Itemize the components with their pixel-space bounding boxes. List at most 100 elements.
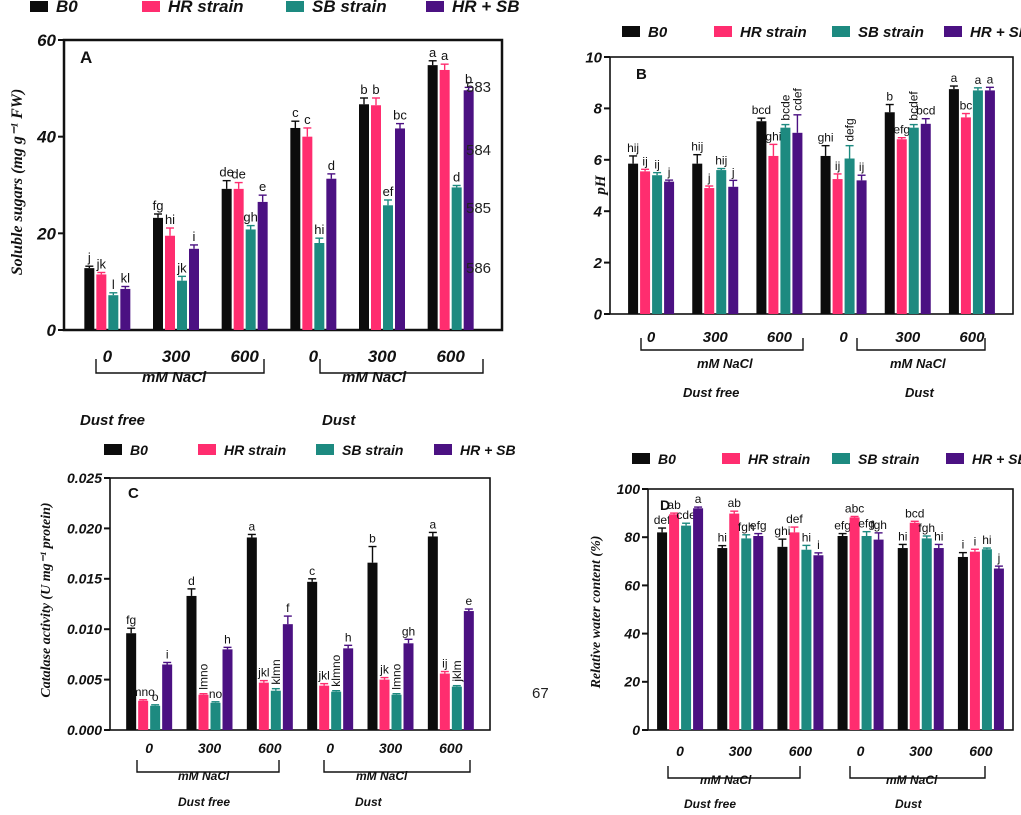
bar-hrsb [984, 90, 995, 314]
group-label-nacl: mM NaCl [700, 773, 752, 787]
significance-letter: def [786, 512, 803, 526]
bar-b0 [427, 536, 438, 730]
y-tick-label: 0.025 [67, 470, 102, 486]
x-tick-label: 300 [379, 740, 403, 756]
significance-letter: c [292, 105, 299, 120]
y-tick-label: 0.010 [67, 621, 102, 637]
significance-letter: a [987, 72, 994, 86]
bar-sb [177, 280, 187, 330]
x-tick-label: 600 [439, 740, 463, 756]
panel-letter: A [80, 48, 92, 67]
significance-letter: hi [898, 529, 907, 543]
significance-letter: d [188, 574, 195, 588]
page-number: 67 [532, 685, 549, 702]
bar-b0 [820, 155, 831, 314]
group-bracket [323, 760, 471, 773]
bar-b0 [777, 546, 788, 730]
group-bracket [856, 338, 986, 351]
bar-hrsb [920, 123, 931, 314]
x-tick-label: 600 [230, 347, 259, 366]
bar-hrsb [813, 555, 824, 730]
legend-swatch-hrsb [434, 444, 452, 455]
y-tick-label: 40 [623, 626, 640, 642]
group-bracket [319, 359, 484, 374]
chart-panel-b: B0 HR strain SB strain HR + SB 0 2 4 6 8 10 pH Bhij… [585, 24, 1021, 400]
condition-label: Dust [905, 385, 935, 400]
condition-label: Dust free [684, 797, 736, 811]
y-tick-label: 100 [617, 481, 641, 497]
significance-letter: i [166, 647, 169, 661]
y-axis-label: Relative water content (%) [589, 536, 604, 690]
group-bracket [849, 766, 986, 779]
significance-letter: fgh [918, 521, 935, 535]
group-bracket [640, 338, 804, 351]
group-bracket [95, 359, 265, 374]
bar-sb [210, 702, 221, 730]
legend-label: SB strain [312, 0, 387, 16]
significance-letter: jk [176, 260, 187, 275]
significance-letter: defg [843, 118, 857, 141]
legend-swatch-hr [722, 453, 740, 464]
significance-letter: e [465, 594, 472, 608]
significance-letter: hi [982, 533, 991, 547]
significance-letter: bcd [752, 103, 771, 117]
bar-hrsb [693, 508, 704, 730]
bar-hr [138, 700, 149, 730]
bar-hr [319, 685, 330, 730]
significance-letter: lmno [197, 663, 211, 689]
x-tick-label: 0 [857, 743, 865, 759]
significance-letter: hij [691, 140, 703, 154]
significance-letter: i [962, 538, 965, 552]
significance-letter: ghi [818, 131, 834, 145]
significance-letter: b [886, 90, 893, 104]
significance-letter: efg [750, 519, 767, 533]
bar-hrsb [728, 186, 739, 314]
legend-label: B0 [56, 0, 78, 16]
bar-b0 [290, 127, 301, 330]
bar-hr [768, 155, 779, 314]
significance-letter: jkl [317, 669, 329, 683]
chart-panel-c: B0 HR strain SB strain HR + SB 0.000 0.005 0.0… [39, 442, 516, 809]
bar-hr [379, 679, 390, 730]
x-tick-label: 0 [326, 740, 334, 756]
bar-hr [669, 514, 680, 730]
significance-letter: hi [802, 530, 811, 544]
group-label-nacl: mM NaCl [356, 769, 408, 783]
significance-letter: ghi [765, 129, 781, 143]
y-tick-label: 6 [594, 152, 603, 169]
bar-b0 [897, 548, 908, 730]
significance-letter: hij [715, 154, 727, 168]
significance-letter: ij [654, 158, 659, 172]
group-label-nacl: mM NaCl [142, 369, 207, 386]
bar-sb [451, 686, 462, 730]
legend-swatch-hrsb [426, 1, 444, 12]
legend-label: SB strain [858, 451, 919, 467]
y-axis-label: Soluble sugars (mg g⁻¹ FW) [9, 89, 26, 276]
x-tick-label: 0 [145, 740, 153, 756]
significance-letter: fgh [870, 518, 887, 532]
condition-label: Dust free [80, 412, 145, 429]
plot-frame [647, 488, 1014, 731]
significance-letter: ab [667, 498, 681, 512]
x-tick-label: 600 [258, 740, 282, 756]
bar-hrsb [162, 664, 173, 730]
significance-letter: jklm [450, 660, 464, 682]
bar-hr [896, 139, 907, 314]
bar-b0 [246, 537, 257, 730]
significance-letter: j [87, 250, 91, 265]
significance-letter: b [360, 82, 367, 97]
significance-letter: i [193, 229, 196, 244]
significance-letter: e [259, 179, 266, 194]
significance-letter: c [304, 112, 311, 127]
bar-hrsb [856, 180, 867, 314]
significance-letter: bc [960, 99, 973, 113]
bar-b0 [221, 188, 232, 330]
bar-sb [108, 295, 119, 330]
significance-letter: fg [153, 198, 164, 213]
group-label-nacl: mM NaCl [890, 356, 946, 371]
legend-label: HR strain [740, 24, 807, 41]
y-axis-label: Catalase activity (U mg⁻¹ protein) [39, 502, 54, 697]
group-label-nacl: mM NaCl [697, 356, 753, 371]
significance-letter: efg [893, 123, 910, 137]
significance-letter: l [112, 277, 115, 292]
